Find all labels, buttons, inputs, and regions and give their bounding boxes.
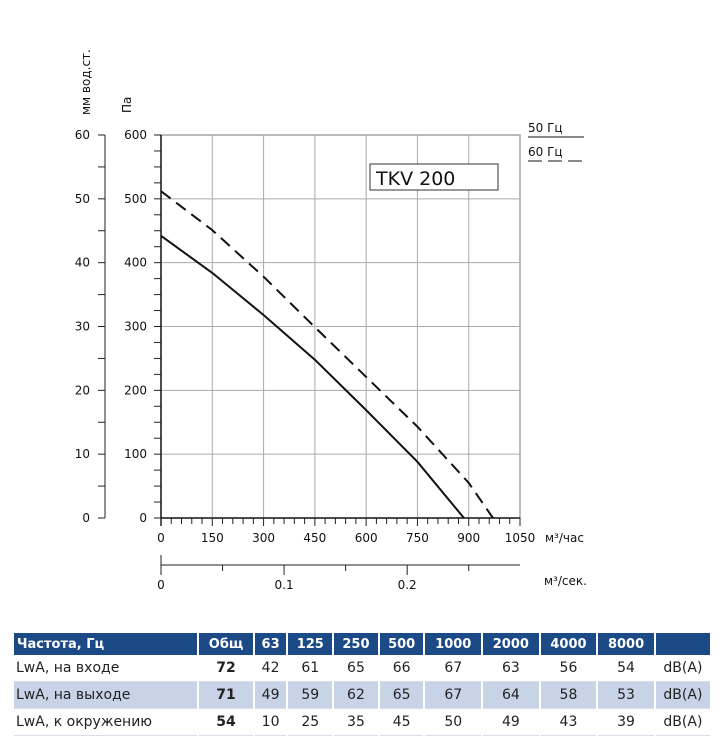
y2-tick-label: 30	[75, 320, 90, 334]
row-value: 56	[540, 655, 597, 682]
legend-50hz-label: 50 Гц	[528, 121, 563, 135]
row-value: 53	[598, 682, 654, 709]
table-row: LwA, к окружению 54 10 25 35 45 50 49 43 39 dB(A)	[14, 709, 710, 736]
row-value: 59	[288, 682, 333, 709]
x-tick-label: 300	[252, 531, 275, 545]
table-header-cell: 500	[379, 633, 424, 655]
x-tick-label: 750	[406, 531, 429, 545]
table-header-cell: 125	[288, 633, 333, 655]
x2-axis-label: м³/сек.	[544, 574, 587, 588]
table-header-cell: 63	[254, 633, 287, 655]
x2-tick-label: 0.1	[275, 578, 294, 592]
table-header-cell: 250	[334, 633, 378, 655]
row-total: 72	[199, 655, 253, 682]
row-value: 45	[379, 709, 424, 736]
noise-table: Частота, Гц Общ 63 125 250 500 1000 2000 4000 800…	[12, 633, 712, 736]
row-value: 62	[334, 682, 378, 709]
row-value: 61	[288, 655, 333, 682]
y2-axis-label: мм вод.ст.	[79, 49, 93, 115]
table-row: LwA, на выходе 71 49 59 62 65 67 64 58 53 dB(A)	[14, 682, 710, 709]
y-tick-label: 300	[124, 320, 147, 334]
row-value: 49	[483, 709, 539, 736]
row-value: 49	[254, 682, 287, 709]
row-value: 43	[540, 709, 597, 736]
fan-curve-chart: 0 150 300 450 600 750 900 105000100102002030030…	[75, 49, 587, 592]
table-header-cell: 4000	[540, 633, 597, 655]
x-tick-label: 1050	[505, 531, 536, 545]
y2-tick-label: 50	[75, 192, 90, 206]
row-value: 39	[598, 709, 654, 736]
row-value: 63	[483, 655, 539, 682]
x2-tick-label: 0	[157, 578, 165, 592]
row-value: 67	[425, 655, 482, 682]
y-tick-label: 400	[124, 256, 147, 270]
row-unit: dB(A)	[655, 655, 710, 682]
row-value: 66	[379, 655, 424, 682]
row-value: 25	[288, 709, 333, 736]
row-value: 35	[334, 709, 378, 736]
y-tick-label: 0	[139, 511, 147, 525]
model-label: TKV 200	[375, 168, 455, 190]
row-unit: dB(A)	[655, 709, 710, 736]
row-value: 67	[425, 682, 482, 709]
y-axis-label: Па	[120, 97, 134, 113]
table-row: LwA, на входе 72 42 61 65 66 67 63 56 54 dB(A)	[14, 655, 710, 682]
series-line-50hz	[160, 235, 465, 519]
table-header-cell: Частота, Гц	[14, 633, 198, 655]
row-value: 10	[254, 709, 287, 736]
table-header-cell	[655, 633, 710, 655]
row-value: 54	[598, 655, 654, 682]
table-header-cell: 1000	[425, 633, 482, 655]
x-axis-label: м³/час	[545, 531, 584, 545]
row-value: 50	[425, 709, 482, 736]
table-header-cell: 2000	[483, 633, 539, 655]
row-label: LwA, на выходе	[14, 682, 198, 709]
y2-tick-label: 60	[75, 128, 90, 142]
row-value: 42	[254, 655, 287, 682]
legend-60hz-label: 60 Гц	[528, 145, 563, 159]
x2-tick-label: 0.2	[398, 578, 417, 592]
y2-tick-label: 20	[75, 383, 90, 397]
model-label-box	[369, 163, 499, 191]
row-total: 71	[199, 682, 253, 709]
table-header-cell: 8000	[598, 633, 654, 655]
y-tick-label: 500	[124, 192, 147, 206]
y-tick-label: 100	[124, 447, 147, 461]
x-tick-label: 600	[355, 531, 378, 545]
row-label: LwA, к окружению	[14, 709, 198, 736]
row-value: 58	[540, 682, 597, 709]
y2-tick-label: 10	[75, 447, 90, 461]
row-label: LwA, на входе	[14, 655, 198, 682]
y-tick-label: 200	[124, 383, 147, 397]
row-total: 54	[199, 709, 253, 736]
series-line-60hz	[160, 190, 494, 519]
y2-tick-label: 0	[82, 511, 90, 525]
y-tick-label: 600	[124, 128, 147, 142]
row-value: 64	[483, 682, 539, 709]
row-value: 65	[379, 682, 424, 709]
y2-tick-label: 40	[75, 256, 90, 270]
x-tick-label: 900	[457, 531, 480, 545]
x-tick-label: 0	[157, 531, 165, 545]
row-unit: dB(A)	[655, 682, 710, 709]
x-tick-label: 150	[201, 531, 224, 545]
table-header-cell: Общ	[199, 633, 253, 655]
x-tick-label: 450	[303, 531, 326, 545]
row-value: 65	[334, 655, 378, 682]
